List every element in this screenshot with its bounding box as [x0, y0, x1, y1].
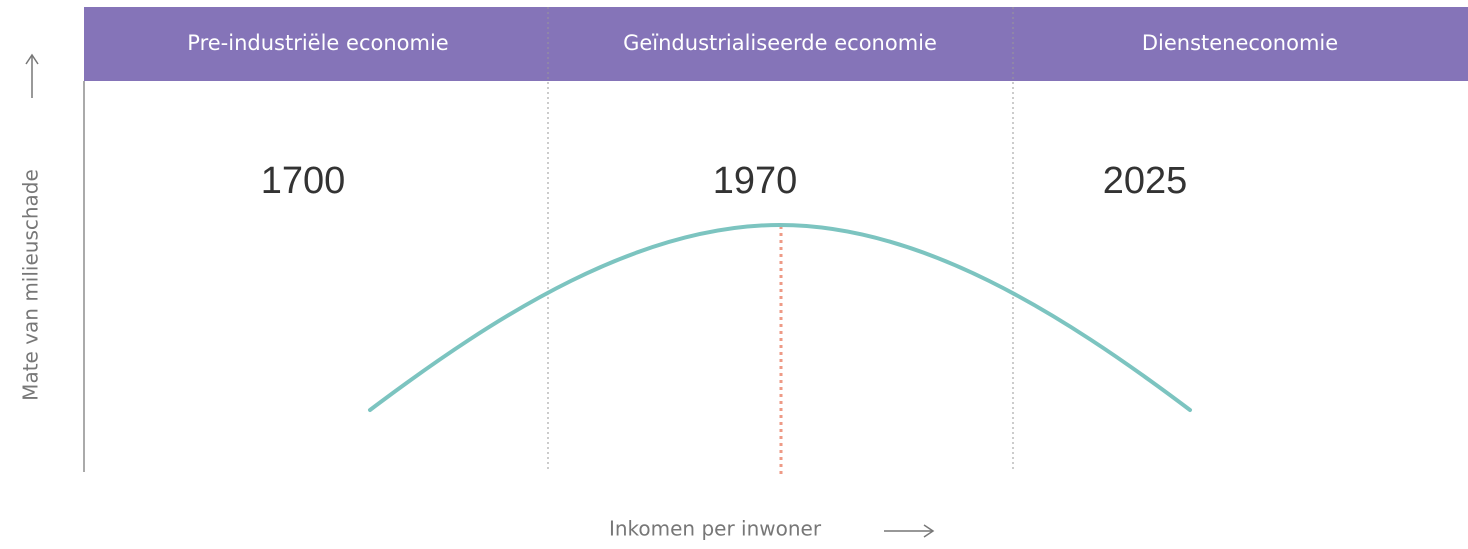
- year-label: 1970: [713, 160, 798, 202]
- year-label: 1700: [261, 160, 346, 202]
- phase-label: Pre-industriële economie: [187, 31, 448, 55]
- phase-band: [84, 7, 1468, 81]
- year-label: 2025: [1103, 160, 1188, 202]
- curve: [368, 222, 1192, 412]
- x-axis-label: Inkomen per inwoner: [609, 517, 822, 541]
- y-axis-label: Mate van milieuschade: [19, 169, 43, 401]
- y-arrow-head: [25, 53, 39, 65]
- phase-label: Geïndustrialiseerde economie: [623, 31, 937, 55]
- phase-label: Diensteneconomie: [1142, 31, 1338, 55]
- x-arrow-head: [923, 524, 935, 538]
